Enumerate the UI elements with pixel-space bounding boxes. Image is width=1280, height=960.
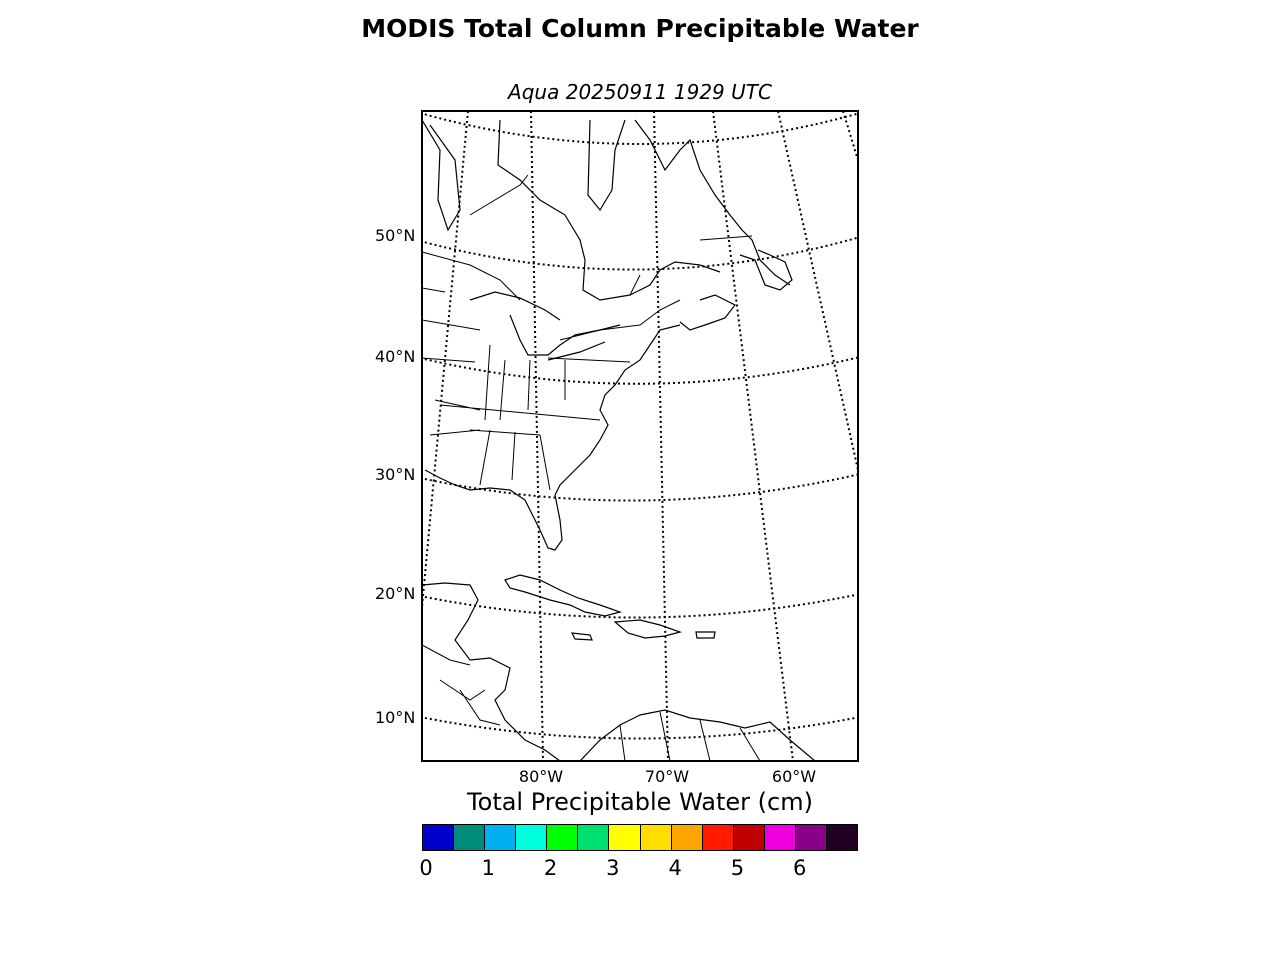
coast-newfoundland xyxy=(739,249,793,291)
border-states-2 xyxy=(479,344,631,491)
meridian-40w xyxy=(842,111,858,161)
colorbar-cell-9 xyxy=(702,825,734,850)
colorbar-cell-6 xyxy=(609,825,641,850)
parallel-10n xyxy=(422,716,858,740)
political-boundaries xyxy=(422,174,761,761)
coast-south-america xyxy=(579,709,816,761)
colorbar-cell-12 xyxy=(795,825,828,850)
colorbar-cell-7 xyxy=(640,825,672,850)
coast-jamaica xyxy=(570,632,593,641)
colorbar-tick-5: 5 xyxy=(730,856,745,880)
graticule-parallels xyxy=(422,112,858,740)
colorbar-cell-5 xyxy=(578,825,610,850)
border-provinces xyxy=(469,174,753,296)
parallel-40n xyxy=(422,356,858,385)
parallel-20n xyxy=(422,593,858,619)
map-subtitle: Aqua 20250911 1929 UTC xyxy=(508,80,772,104)
graticule-meridians xyxy=(422,111,858,761)
parallel-60n xyxy=(422,112,858,145)
colorbar-tick-0: 0 xyxy=(419,856,433,880)
parallel-30n xyxy=(422,473,858,502)
lon-label-80w: 80°W xyxy=(518,767,564,786)
meridian-90w xyxy=(422,111,469,618)
coast-east-us xyxy=(554,324,681,496)
lat-label-10n: 10°N xyxy=(375,708,416,727)
colorbar-tick-1: 1 xyxy=(481,856,495,880)
border-states-1 xyxy=(422,287,601,436)
border-central-america xyxy=(422,644,501,726)
colorbar-title: Total Precipitable Water (cm) xyxy=(467,788,813,816)
colorbar-cell-4 xyxy=(547,825,579,850)
coast-hudson-bay xyxy=(497,119,721,301)
colorbar-cell-3 xyxy=(516,825,548,850)
colorbar-cell-13 xyxy=(827,825,858,850)
colorbar xyxy=(422,824,858,851)
colorbar-tick-6: 6 xyxy=(793,856,807,880)
coast-nova-scotia xyxy=(679,294,736,331)
lon-label-70w: 70°W xyxy=(644,767,690,786)
coast-mexico-central-america xyxy=(422,582,561,761)
coastlines xyxy=(422,119,816,761)
lon-label-60w: 60°W xyxy=(771,767,817,786)
coast-cuba xyxy=(504,574,623,617)
colorbar-cell-11 xyxy=(764,825,796,850)
colorbar-cell-1 xyxy=(454,825,486,850)
coast-ungava-labrador xyxy=(587,119,791,286)
colorbar-cell-10 xyxy=(733,825,765,850)
colorbar-tick-4: 4 xyxy=(668,856,682,880)
coast-puerto-rico xyxy=(695,631,716,639)
border-canada-us xyxy=(422,251,681,341)
coast-gulf xyxy=(424,469,526,501)
coast-great-lakes xyxy=(469,291,621,361)
lat-label-50n: 50°N xyxy=(375,226,416,245)
page-title: MODIS Total Column Precipitable Water xyxy=(361,14,919,43)
lat-label-20n: 20°N xyxy=(375,584,416,603)
colorbar-cell-8 xyxy=(671,825,703,850)
colorbar-cell-2 xyxy=(485,825,517,850)
lat-label-40n: 40°N xyxy=(375,347,416,366)
colorbar-cell-0 xyxy=(423,825,455,850)
border-south-america xyxy=(619,711,761,761)
lat-label-30n: 30°N xyxy=(375,465,416,484)
coast-florida xyxy=(524,494,563,551)
parallel-50n xyxy=(422,236,858,271)
coast-arctic-islands xyxy=(422,119,461,232)
meridian-50w xyxy=(777,111,858,471)
map-frame xyxy=(421,110,859,762)
meridian-60w xyxy=(712,111,794,761)
colorbar-tick-2: 2 xyxy=(543,856,558,880)
meridian-80w xyxy=(530,111,544,761)
meridian-70w xyxy=(653,111,669,761)
colorbar-tick-3: 3 xyxy=(606,856,620,880)
coast-hispaniola xyxy=(613,619,683,639)
